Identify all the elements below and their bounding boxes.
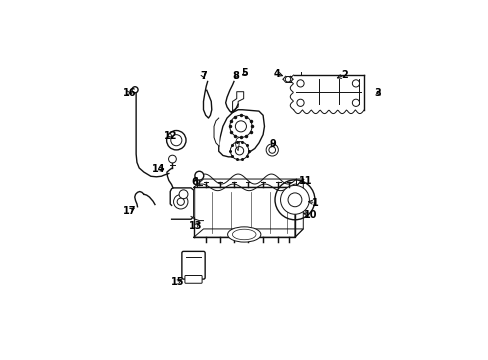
Polygon shape (218, 110, 264, 157)
Text: 12: 12 (163, 131, 177, 141)
Text: 6: 6 (191, 177, 198, 187)
Circle shape (296, 99, 304, 107)
Text: 10: 10 (303, 210, 317, 220)
Circle shape (265, 144, 278, 156)
Circle shape (296, 80, 304, 87)
Circle shape (173, 194, 187, 209)
Circle shape (274, 180, 314, 220)
Circle shape (352, 80, 359, 87)
Polygon shape (170, 188, 193, 219)
Circle shape (168, 155, 176, 163)
Text: 11: 11 (299, 176, 312, 186)
Text: 17: 17 (122, 206, 136, 216)
Circle shape (352, 99, 359, 107)
Text: 13: 13 (188, 221, 202, 231)
Text: 7: 7 (200, 71, 206, 81)
Text: 5: 5 (241, 68, 248, 78)
Ellipse shape (232, 229, 256, 240)
Ellipse shape (227, 227, 260, 242)
Polygon shape (193, 179, 303, 187)
Circle shape (132, 87, 138, 93)
Circle shape (195, 171, 203, 180)
Circle shape (170, 135, 182, 146)
Polygon shape (294, 179, 303, 237)
Circle shape (229, 115, 251, 138)
Circle shape (287, 193, 301, 207)
Circle shape (235, 121, 246, 132)
Circle shape (230, 141, 248, 160)
FancyBboxPatch shape (182, 251, 205, 279)
Text: 15: 15 (171, 276, 184, 287)
Text: 8: 8 (232, 71, 239, 81)
Polygon shape (193, 187, 294, 237)
Polygon shape (231, 92, 243, 112)
Text: 2: 2 (341, 70, 347, 80)
Text: 14: 14 (152, 164, 165, 174)
FancyBboxPatch shape (184, 275, 202, 283)
Circle shape (235, 147, 243, 155)
Circle shape (285, 76, 290, 82)
Circle shape (166, 131, 185, 150)
Circle shape (268, 147, 275, 153)
Circle shape (280, 185, 309, 214)
Text: 1: 1 (312, 198, 319, 208)
Circle shape (179, 190, 187, 199)
Text: 3: 3 (374, 88, 381, 98)
Circle shape (177, 198, 184, 205)
Text: 9: 9 (269, 139, 276, 149)
Polygon shape (193, 229, 303, 237)
Text: 4: 4 (273, 69, 280, 79)
Text: 16: 16 (122, 88, 136, 98)
Polygon shape (214, 118, 218, 146)
